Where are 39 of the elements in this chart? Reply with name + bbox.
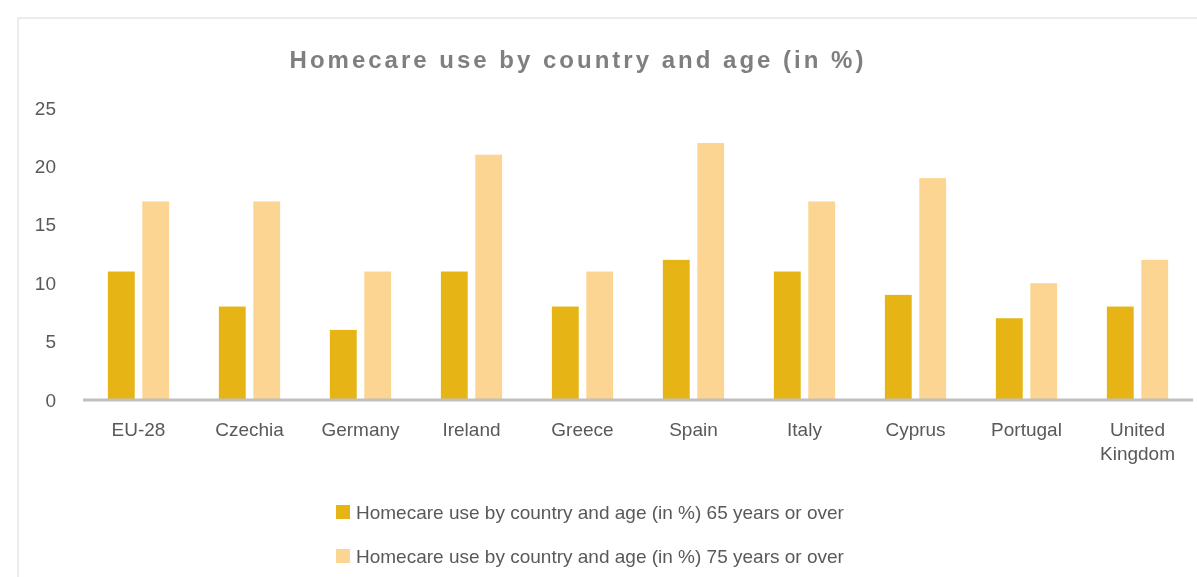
bar — [1030, 283, 1058, 400]
bar — [475, 154, 503, 400]
y-tick-label: 25 — [34, 97, 56, 119]
bar — [773, 271, 801, 400]
x-tick-label: Czechia — [215, 419, 285, 440]
bar — [107, 271, 135, 400]
legend-label: Homecare use by country and age (in %) 65 years or over — [356, 501, 845, 523]
bar — [440, 271, 468, 400]
bar — [808, 201, 836, 400]
x-tick-label: Cyprus — [885, 419, 946, 440]
bar — [142, 201, 170, 400]
bar — [586, 271, 614, 400]
x-tick-label: Spain — [669, 419, 718, 440]
x-tick-label: Ireland — [442, 419, 501, 440]
x-tick-label: Greece — [551, 419, 614, 440]
bar — [253, 201, 281, 400]
y-tick-label: 10 — [34, 272, 56, 294]
x-tick-label: Germany — [321, 419, 401, 440]
legend-label: Homecare use by country and age (in %) 75 years or over — [356, 545, 845, 567]
bar — [1106, 306, 1134, 400]
bar — [364, 271, 392, 400]
bar — [919, 178, 947, 400]
y-tick-label: 20 — [34, 156, 56, 178]
bar — [551, 306, 579, 400]
x-tick-label: EU-28 — [111, 419, 166, 440]
y-tick-label: 0 — [45, 389, 56, 411]
bar — [662, 259, 690, 400]
x-tick-label: United Kingdom — [1100, 419, 1175, 464]
x-tick-label: Italy — [787, 419, 823, 440]
bar — [884, 294, 912, 400]
bar — [218, 306, 246, 400]
bar — [697, 143, 725, 400]
bar — [995, 318, 1023, 400]
bar — [1141, 259, 1169, 400]
y-tick-label: 5 — [45, 331, 56, 353]
bar — [329, 329, 357, 400]
y-tick-label: 15 — [34, 214, 56, 236]
chart-title: Homecare use by country and age (in %) — [289, 46, 867, 73]
x-tick-label: Portugal — [991, 419, 1062, 440]
